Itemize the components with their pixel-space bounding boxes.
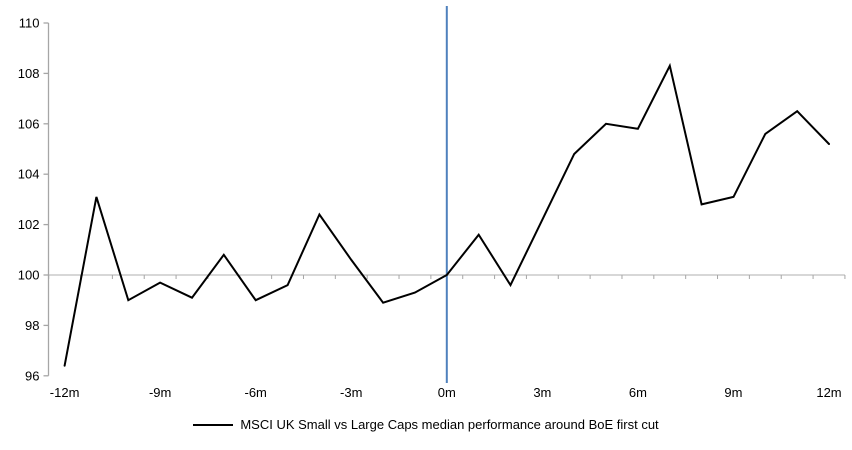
y-axis-tick-label: 96 bbox=[25, 368, 39, 383]
x-axis-tick-label: -3m bbox=[340, 385, 362, 400]
y-axis-tick-label: 110 bbox=[19, 16, 40, 31]
x-axis-tick-label: 9m bbox=[724, 385, 742, 400]
legend-line-swatch bbox=[193, 423, 234, 426]
x-axis-tick-label: 3m bbox=[533, 385, 551, 400]
y-axis-tick-label: 102 bbox=[18, 217, 40, 232]
y-axis-tick-label: 108 bbox=[18, 66, 40, 81]
x-axis-tick-label: -12m bbox=[50, 385, 80, 400]
x-axis-tick-label: -6m bbox=[245, 385, 267, 400]
legend-label: MSCI UK Small vs Large Caps median perfo… bbox=[240, 417, 659, 432]
axis-labels-layer: 96 98 100 102 104 106 108 110 -12m -9m -6m -3m 0m 3m 6… bbox=[18, 16, 842, 401]
series-line-msci-uk-small-vs-large bbox=[63, 62, 830, 367]
y-axis-tick-label: 106 bbox=[18, 116, 40, 131]
y-axis-tick-label: 104 bbox=[18, 167, 40, 182]
x-axis-tick-label: 12m bbox=[816, 385, 841, 400]
y-axis-tick-label: 100 bbox=[18, 268, 40, 283]
x-axis-tick-label: 0m bbox=[438, 385, 456, 400]
x-axis-tick-label: 6m bbox=[629, 385, 647, 400]
y-axis-tick-label: 98 bbox=[25, 318, 39, 333]
chart-legend: MSCI UK Small vs Large Caps median perfo… bbox=[0, 417, 852, 432]
x-axis-tick-label: -9m bbox=[149, 385, 171, 400]
series-layer bbox=[63, 62, 830, 367]
